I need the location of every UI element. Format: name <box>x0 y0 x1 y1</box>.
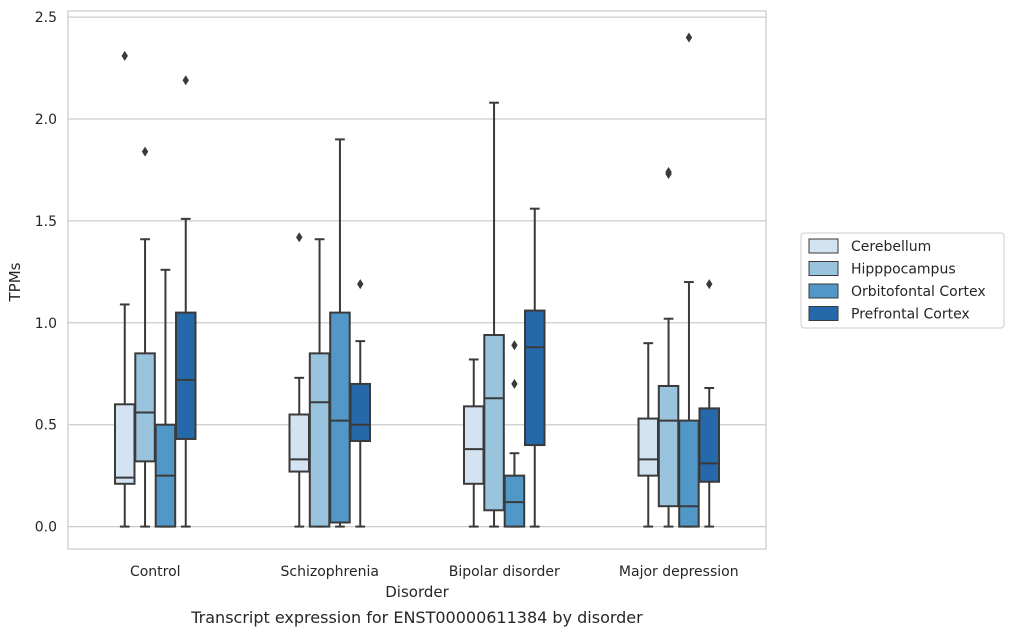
outlier-point <box>141 146 149 157</box>
legend-swatch <box>808 238 839 254</box>
outlier-point <box>296 232 303 243</box>
box-hipppocampus-2 <box>483 101 505 528</box>
legend-swatch <box>808 306 839 321</box>
outlier-point <box>182 75 189 86</box>
box-iqr <box>657 384 680 508</box>
legend-label: Hipppocampus <box>851 262 956 278</box>
outlier-point <box>706 279 713 290</box>
legend-label: Cerebellum <box>851 239 931 255</box>
y-tick-label: 0.0 <box>35 520 57 536</box>
legend-label: Orbitofontal Cortex <box>851 284 986 300</box>
plot-frame <box>67 10 767 550</box>
box-iqr <box>288 413 310 473</box>
legend-label: Prefrontal Cortex <box>851 307 970 323</box>
box-prefrontal-cortex-2 <box>524 207 546 528</box>
outlier-point <box>357 279 364 290</box>
outlier-point <box>121 50 128 61</box>
legend: Cerebellum Hipppocampus Orbitofontal Corte… <box>800 232 1005 329</box>
box-prefrontal-cortex-3 <box>698 279 720 528</box>
box-prefrontal-cortex-0 <box>175 75 197 528</box>
box-iqr <box>503 474 526 528</box>
y-tick-label: 0.5 <box>35 418 57 434</box>
box-hipppocampus-3 <box>657 166 680 528</box>
y-tick-label: 2.5 <box>35 10 57 26</box>
x-tick-label: Control <box>130 564 181 580</box>
y-tick-label: 2.0 <box>35 112 57 128</box>
boxes-layer <box>114 32 720 528</box>
box-iqr <box>483 334 505 512</box>
x-axis-ticks: Control Schizophrenia Bipolar disorder Majo… <box>130 564 739 580</box>
x-tick-label: Schizophrenia <box>281 564 379 580</box>
legend-swatch <box>808 283 839 299</box>
chart-caption: Transcript expression for ENST0000061138… <box>190 608 643 627</box>
box-iqr <box>134 352 156 463</box>
box-iqr <box>463 405 485 485</box>
x-tick-label: Bipolar disorder <box>449 564 560 580</box>
y-tick-label: 1.5 <box>35 214 57 230</box>
box-iqr <box>637 417 659 477</box>
box-cerebellum-2 <box>463 358 485 528</box>
box-orbitofontal-cortex-2 <box>503 340 526 528</box>
box-cerebellum-0 <box>114 50 136 528</box>
box-iqr <box>114 403 136 485</box>
x-axis-label: Disorder <box>385 583 449 601</box>
y-axis-ticks: 0.0 0.5 1.0 1.5 2.0 2.5 <box>35 10 57 535</box>
box-iqr <box>308 352 331 528</box>
y-tick-label: 1.0 <box>35 316 57 332</box>
box-iqr <box>678 419 700 528</box>
legend-frame <box>800 232 1005 329</box>
x-tick-label: Major depression <box>619 564 739 580</box>
box-iqr <box>349 382 371 442</box>
outlier-point <box>511 378 518 389</box>
box-iqr <box>175 311 197 440</box>
box-prefrontal-cortex-1 <box>349 279 371 528</box>
box-hipppocampus-0 <box>134 146 156 528</box>
box-iqr <box>329 311 351 524</box>
outlier-point <box>511 340 518 351</box>
box-iqr <box>698 407 720 483</box>
box-orbitofontal-cortex-0 <box>154 268 177 528</box>
legend-swatch <box>808 261 839 276</box>
y-axis-label: TPMs <box>6 262 24 302</box>
outlier-point <box>665 166 672 177</box>
outlier-point <box>685 32 693 43</box>
box-iqr <box>524 309 546 447</box>
